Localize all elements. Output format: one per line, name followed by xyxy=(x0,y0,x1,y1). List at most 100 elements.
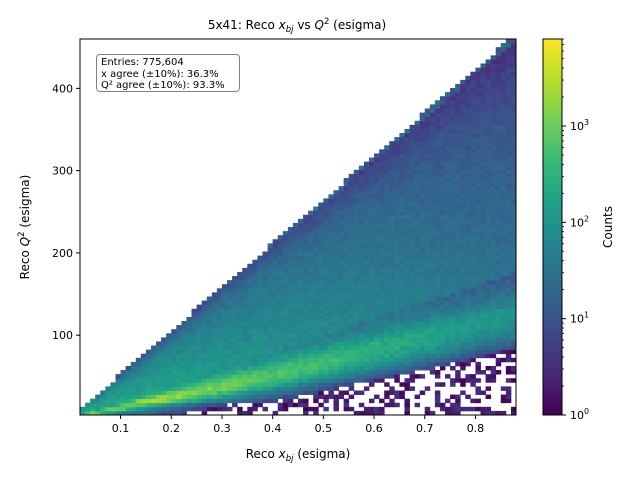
heatmap-cell xyxy=(353,214,360,220)
heatmap-cell xyxy=(424,149,431,154)
heatmap-cell xyxy=(262,365,268,371)
heatmap-cell xyxy=(287,312,294,318)
heatmap-cell xyxy=(323,349,329,355)
heatmap-cell xyxy=(505,308,512,314)
heatmap-cell xyxy=(505,194,512,199)
heatmap-cell xyxy=(510,288,517,293)
heatmap-cell xyxy=(110,386,116,391)
heatmap-cell xyxy=(379,304,385,310)
heatmap-cell xyxy=(171,361,177,367)
heatmap-cell xyxy=(343,353,350,359)
heatmap-cell xyxy=(252,370,258,375)
heatmap-cell xyxy=(500,153,507,158)
heatmap-cell xyxy=(272,386,279,391)
heatmap-cell xyxy=(460,186,466,191)
heatmap-cell xyxy=(303,288,309,293)
heatmap-cell xyxy=(455,218,461,224)
heatmap-cell xyxy=(389,361,395,367)
heatmap-cell xyxy=(414,218,421,224)
heatmap-cell xyxy=(495,247,502,252)
heatmap-cell xyxy=(490,145,497,150)
heatmap-cell xyxy=(439,353,446,359)
heatmap-cell xyxy=(429,112,436,118)
heatmap-cell xyxy=(409,329,415,334)
heatmap-cell xyxy=(166,349,172,355)
heatmap-cell xyxy=(282,271,289,277)
heatmap-cell xyxy=(495,55,502,60)
heatmap-cell xyxy=(460,202,466,207)
heatmap-cell xyxy=(470,88,476,93)
x-tick-label: 0.2 xyxy=(163,422,181,435)
heatmap-cell xyxy=(252,276,258,281)
heatmap-cell xyxy=(262,292,268,297)
heatmap-cell xyxy=(434,247,441,252)
heatmap-cell xyxy=(465,353,471,359)
heatmap-cell xyxy=(505,39,512,44)
heatmap-cell xyxy=(120,382,127,387)
heatmap-cell xyxy=(221,329,228,334)
heatmap-cell xyxy=(490,157,497,163)
heatmap-cell xyxy=(201,300,208,306)
heatmap-cell xyxy=(465,231,471,236)
heatmap-cell xyxy=(439,218,446,224)
heatmap-cell xyxy=(419,157,426,163)
heatmap-cell xyxy=(434,137,441,142)
heatmap-cell xyxy=(374,410,380,416)
heatmap-cell xyxy=(399,177,405,183)
heatmap-cell xyxy=(434,337,441,342)
heatmap-cell xyxy=(252,357,258,363)
heatmap-cell xyxy=(115,398,121,404)
heatmap-cell xyxy=(328,227,334,232)
heatmap-cell xyxy=(480,263,486,269)
heatmap-cell xyxy=(505,55,512,60)
heatmap-cell xyxy=(429,108,436,113)
heatmap-cell xyxy=(465,210,471,216)
heatmap-cell xyxy=(510,100,517,105)
heatmap-cell xyxy=(419,243,426,248)
heatmap-cell xyxy=(460,239,466,244)
heatmap-cell xyxy=(384,304,390,310)
heatmap-cell xyxy=(303,243,309,248)
heatmap-cell xyxy=(500,133,507,138)
heatmap-cell xyxy=(399,137,405,142)
heatmap-cell xyxy=(500,112,507,118)
heatmap-cell xyxy=(323,329,329,334)
heatmap-cell xyxy=(490,79,497,85)
heatmap-cell xyxy=(196,304,203,310)
heatmap-cell xyxy=(394,177,400,183)
heatmap-cell xyxy=(343,304,350,310)
heatmap-cell xyxy=(348,288,355,293)
heatmap-cell xyxy=(439,349,446,355)
heatmap-cell xyxy=(409,276,415,281)
heatmap-cell xyxy=(505,292,512,297)
heatmap-cell xyxy=(465,133,471,138)
heatmap-cell xyxy=(394,296,400,301)
heatmap-cell xyxy=(262,280,268,285)
heatmap-cell xyxy=(374,325,380,330)
chart-title: 5x41: Reco xbj vs Q2 (esigma) xyxy=(208,17,386,35)
heatmap-cell xyxy=(237,357,243,363)
heatmap-cell xyxy=(490,75,497,81)
heatmap-cell xyxy=(485,59,492,64)
heatmap-cell xyxy=(480,75,486,81)
heatmap-cell xyxy=(368,222,375,228)
heatmap-cell xyxy=(333,263,339,269)
heatmap-cell xyxy=(242,308,248,314)
heatmap-cell xyxy=(353,341,360,346)
heatmap-cell xyxy=(379,337,385,342)
heatmap-cell xyxy=(272,284,279,289)
heatmap-cell xyxy=(303,284,309,289)
heatmap-cell xyxy=(379,370,385,375)
heatmap-cell xyxy=(475,198,481,203)
heatmap-cell xyxy=(262,390,268,395)
heatmap-cell xyxy=(343,206,350,212)
heatmap-cell xyxy=(379,231,385,236)
heatmap-cell xyxy=(287,374,294,379)
heatmap-cell xyxy=(298,361,304,367)
heatmap-cell xyxy=(389,312,395,318)
heatmap-cell xyxy=(338,227,345,232)
heatmap-cell xyxy=(450,96,456,101)
heatmap-cell xyxy=(272,378,279,383)
heatmap-cell xyxy=(510,296,517,301)
heatmap-cell xyxy=(358,194,365,199)
